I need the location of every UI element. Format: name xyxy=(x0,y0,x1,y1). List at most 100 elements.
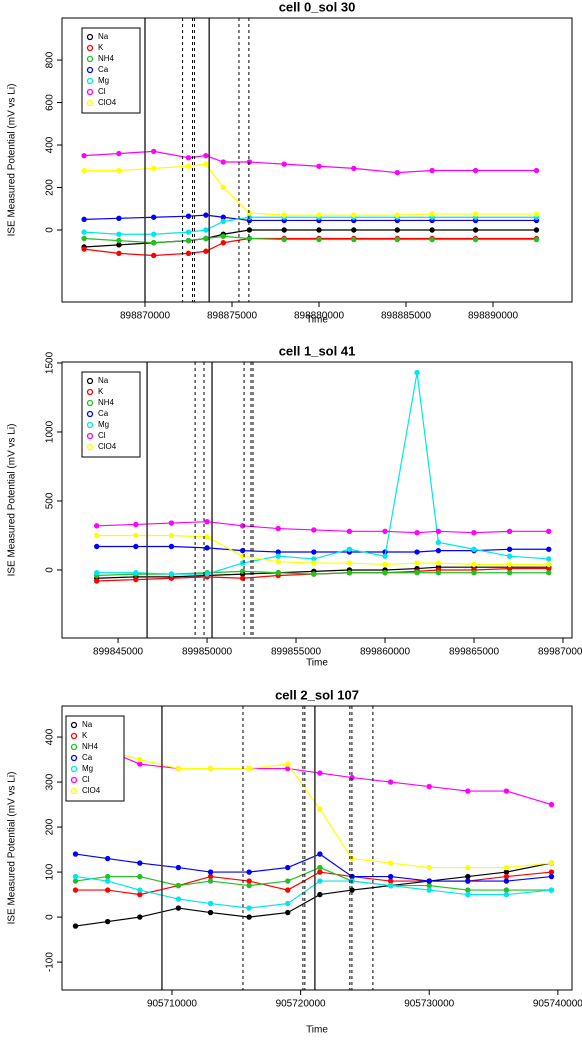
data-point xyxy=(426,887,432,893)
data-point xyxy=(133,532,139,539)
x-tick-label: 899855000 xyxy=(271,647,321,658)
data-point xyxy=(387,873,394,880)
data-point xyxy=(116,250,122,257)
x-tick-label: 905720000 xyxy=(276,999,326,1010)
legend-symbol xyxy=(86,388,94,396)
data-point xyxy=(316,212,322,218)
data-point xyxy=(311,527,317,533)
data-point xyxy=(316,236,322,243)
data-point xyxy=(311,571,317,577)
data-point xyxy=(281,227,287,233)
series-line xyxy=(84,214,537,222)
data-point xyxy=(351,212,357,218)
series-line xyxy=(96,545,549,553)
data-point xyxy=(168,520,175,526)
data-point xyxy=(137,914,143,920)
legend-label: Na xyxy=(82,720,93,729)
data-point xyxy=(275,558,281,565)
data-point xyxy=(426,783,432,790)
legend-symbol xyxy=(86,33,94,41)
series-line xyxy=(75,875,552,909)
legend-symbol xyxy=(86,77,94,85)
data-point xyxy=(137,887,143,893)
data-point xyxy=(72,887,79,893)
data-point xyxy=(104,873,111,880)
legend-label: NH4 xyxy=(82,742,99,751)
legend-label: Na xyxy=(98,32,109,41)
data-point xyxy=(435,547,442,554)
data-point xyxy=(546,570,552,576)
y-tick-label: 100 xyxy=(45,863,56,880)
legend-symbol xyxy=(86,432,94,440)
x-tick-label: 898870000 xyxy=(120,311,170,322)
data-point xyxy=(203,227,209,233)
data-point xyxy=(185,163,192,169)
chart-title: cell 2_sol 107 xyxy=(275,687,359,702)
data-point xyxy=(185,237,192,244)
data-point xyxy=(394,212,401,218)
data-point xyxy=(220,214,226,220)
data-point xyxy=(503,788,510,794)
data-point xyxy=(471,546,477,552)
x-axis-label: Time xyxy=(306,1025,328,1036)
data-point xyxy=(465,864,471,871)
plot-area xyxy=(94,362,552,638)
x-tick-label: 905710000 xyxy=(147,999,197,1010)
data-point xyxy=(104,878,111,884)
legend-label: ClO4 xyxy=(82,786,101,795)
data-point xyxy=(387,779,394,785)
data-point xyxy=(168,532,175,539)
x-tick-label: 905730000 xyxy=(404,999,454,1010)
data-point xyxy=(175,882,182,889)
data-point xyxy=(72,873,79,880)
data-point xyxy=(429,236,435,243)
legend-label: Ca xyxy=(82,753,93,762)
data-point xyxy=(133,543,139,550)
plot-frame xyxy=(61,705,573,991)
legend-symbol xyxy=(86,421,94,429)
data-point xyxy=(317,878,323,884)
y-tick-label: 200 xyxy=(45,818,56,835)
data-point xyxy=(185,229,192,235)
series-line xyxy=(75,853,552,882)
data-point xyxy=(246,878,252,884)
data-point xyxy=(435,539,442,546)
data-point xyxy=(546,556,552,562)
data-point xyxy=(185,250,192,257)
data-point xyxy=(548,887,555,893)
y-tick-label: 600 xyxy=(45,94,56,111)
data-point xyxy=(81,229,87,235)
legend-label: Cl xyxy=(98,431,106,440)
legend-label: Cl xyxy=(82,775,90,784)
data-point xyxy=(503,891,510,898)
data-point xyxy=(471,530,477,536)
data-point xyxy=(351,236,357,243)
x-tick-label: 898890000 xyxy=(468,311,518,322)
data-point xyxy=(533,167,540,174)
data-point xyxy=(116,231,122,237)
data-point xyxy=(346,560,353,566)
data-point xyxy=(394,169,401,176)
data-point xyxy=(506,570,513,576)
x-tick-label: 899865000 xyxy=(449,647,499,658)
data-point xyxy=(203,248,209,254)
legend-label: K xyxy=(82,731,88,740)
chart-title: cell 0_sol 30 xyxy=(279,0,356,14)
data-point xyxy=(246,869,252,875)
x-tick-label: 899860000 xyxy=(360,647,410,658)
data-point xyxy=(207,873,214,880)
data-point xyxy=(382,553,388,559)
data-point xyxy=(150,240,157,246)
data-point xyxy=(246,882,252,889)
y-tick-label: 0 xyxy=(45,227,56,233)
data-point xyxy=(116,215,122,222)
plot-area xyxy=(81,18,540,302)
data-point xyxy=(203,152,209,159)
data-point xyxy=(246,914,252,920)
x-tick-label: 898885000 xyxy=(381,311,431,322)
data-point xyxy=(503,873,510,880)
legend-symbol xyxy=(70,754,78,762)
data-point xyxy=(168,543,175,550)
series-line xyxy=(84,235,537,244)
data-point xyxy=(94,570,100,576)
